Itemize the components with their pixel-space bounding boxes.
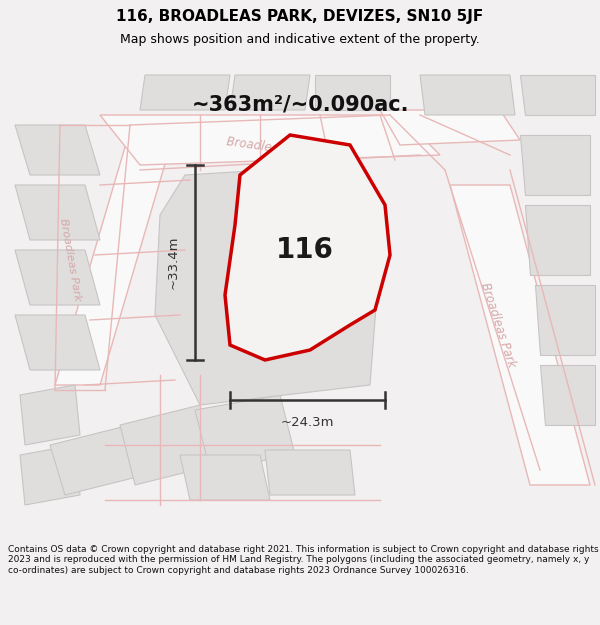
Polygon shape [15,125,100,175]
Polygon shape [15,315,100,370]
Text: Broadleas Park: Broadleas Park [58,218,82,302]
Polygon shape [140,75,230,110]
Text: Map shows position and indicative extent of the property.: Map shows position and indicative extent… [120,32,480,46]
Polygon shape [520,135,590,195]
Polygon shape [315,75,390,110]
Text: 116, BROADLEAS PARK, DEVIZES, SN10 5JF: 116, BROADLEAS PARK, DEVIZES, SN10 5JF [116,9,484,24]
Polygon shape [420,75,515,115]
Text: ~24.3m: ~24.3m [281,416,334,429]
Polygon shape [20,445,80,505]
Polygon shape [265,450,355,495]
Polygon shape [120,405,215,485]
Polygon shape [450,185,590,485]
Polygon shape [520,75,595,115]
Polygon shape [225,135,390,360]
Polygon shape [195,395,295,470]
Text: ~363m²/~0.090ac.: ~363m²/~0.090ac. [191,95,409,115]
Polygon shape [55,130,175,385]
Polygon shape [525,205,590,275]
Polygon shape [50,425,145,495]
Polygon shape [100,115,440,165]
Text: Broadleas Park: Broadleas Park [478,281,518,369]
Polygon shape [540,365,595,425]
Polygon shape [155,165,380,405]
Polygon shape [20,385,80,445]
Polygon shape [535,285,595,355]
Polygon shape [380,110,520,145]
Text: Broadleas Park: Broadleas Park [225,136,315,161]
Text: Contains OS data © Crown copyright and database right 2021. This information is : Contains OS data © Crown copyright and d… [8,545,599,575]
Polygon shape [180,455,270,500]
Text: ~33.4m: ~33.4m [167,236,179,289]
Text: 116: 116 [276,236,334,264]
Polygon shape [15,185,100,240]
Polygon shape [15,250,100,305]
Polygon shape [230,75,310,110]
